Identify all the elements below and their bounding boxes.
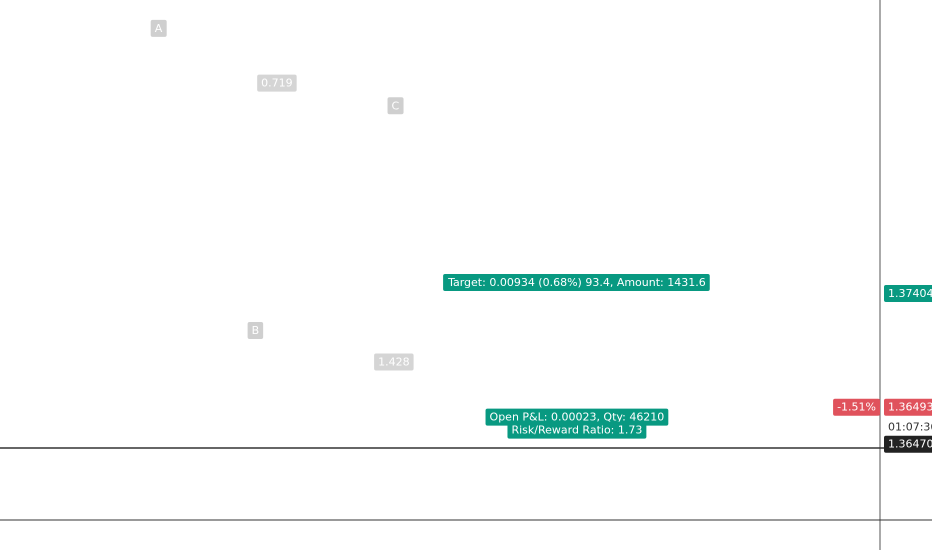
target-text: Target: 0.00934 (0.68%) 93.4, Amount: 14… <box>447 276 706 289</box>
change-label-group: -1.51% <box>833 398 880 416</box>
pattern-point-label-group: A <box>150 19 167 37</box>
pattern-ratio: 1.428 <box>378 356 410 369</box>
entry-price-label-group: 1.36470 <box>884 435 932 453</box>
pattern-ratio-box <box>374 353 414 371</box>
pnl-text-group: Open P&L: 0.00023, Qty: 46210 <box>485 408 669 426</box>
pattern-point-label-box <box>150 19 167 37</box>
risk-reward-text-group: Risk/Reward Ratio: 1.73 <box>507 421 647 439</box>
last-price-label-box <box>884 398 932 416</box>
pnl-text-box <box>485 408 669 426</box>
pattern-ratio: 0.719 <box>261 77 293 90</box>
target-price-label: 1.37404 <box>888 287 932 300</box>
countdown-label-group: 01:07:36 <box>884 418 932 436</box>
pnl-text: Open P&L: 0.00023, Qty: 46210 <box>490 411 665 424</box>
countdown-label-box <box>884 418 932 436</box>
pattern-point-label-group: C <box>387 97 404 115</box>
pattern-point-label: C <box>392 99 400 112</box>
entry-price-label: 1.36470 <box>888 438 932 451</box>
last-price-label: 1.36493 <box>888 401 932 414</box>
target-text-box <box>443 274 710 292</box>
pattern-point-label-box <box>247 321 264 339</box>
last-price-label-group: 1.36493 <box>884 398 932 416</box>
change-label: -1.51% <box>837 401 876 414</box>
pattern-point-label: A <box>155 22 163 35</box>
entry-price-label-box <box>884 435 932 453</box>
pattern-point-label-group: B <box>247 321 264 339</box>
risk-reward-text: Risk/Reward Ratio: 1.73 <box>511 424 642 437</box>
pattern-ratio-group: 0.719 <box>257 74 297 92</box>
change-label-box <box>833 398 880 416</box>
target-price-label-group: 1.37404 <box>884 285 932 303</box>
pattern-point-label: B <box>252 324 260 337</box>
target-text-group: Target: 0.00934 (0.68%) 93.4, Amount: 14… <box>443 274 710 292</box>
pattern-point-label-box <box>387 97 404 115</box>
pattern-ratio-box <box>257 74 297 92</box>
pattern-ratio-group: 1.428 <box>374 353 414 371</box>
risk-reward-text-box <box>507 421 647 439</box>
countdown-label: 01:07:36 <box>888 421 932 434</box>
target-price-label-box <box>884 285 932 303</box>
axes: 1.37404 1.36493 -1.51% 01:07:36 1.36470 <box>833 285 932 453</box>
